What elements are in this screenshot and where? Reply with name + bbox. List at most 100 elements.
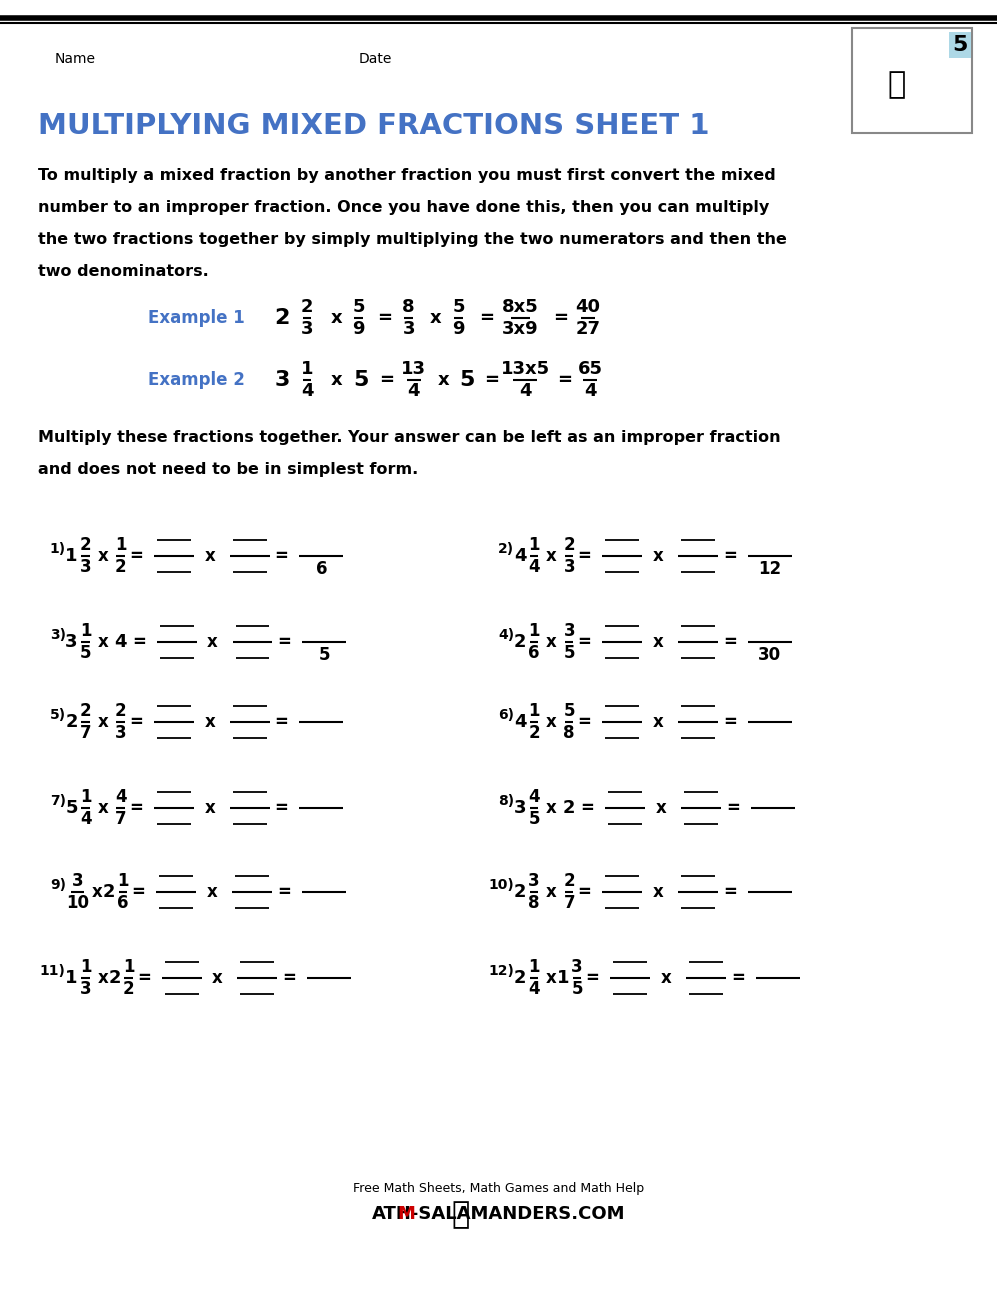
Text: 4: 4 [528,980,540,998]
Text: 1: 1 [528,703,540,719]
Text: =: = [277,633,291,651]
Text: x: x [653,547,664,565]
Text: x: x [92,883,103,901]
Text: Free Math Sheets, Math Games and Math Help: Free Math Sheets, Math Games and Math He… [353,1181,644,1194]
Text: 2: 2 [108,969,121,987]
Text: 5): 5) [50,708,66,722]
Text: 5: 5 [571,980,583,998]
Text: x: x [331,309,343,327]
Text: =: = [282,969,296,987]
Text: x: x [204,798,215,817]
Text: 4: 4 [115,788,127,806]
Text: 4: 4 [584,382,596,400]
Text: ATH-SALAMANDERS.COM: ATH-SALAMANDERS.COM [372,1205,625,1223]
Text: x: x [438,371,449,389]
Text: 5: 5 [353,298,365,316]
Text: number to an improper fraction. Once you have done this, then you can multiply: number to an improper fraction. Once you… [38,201,769,215]
Text: 3: 3 [563,622,575,641]
Text: 2: 2 [115,558,127,576]
Text: 11): 11) [40,964,66,978]
Text: 1: 1 [528,536,540,554]
Text: 10): 10) [489,879,514,892]
Text: =: = [723,883,737,901]
Text: 2: 2 [301,298,313,316]
Text: 2: 2 [103,883,115,901]
Text: x: x [653,633,664,651]
Text: =: = [723,633,737,651]
Text: 5: 5 [452,298,465,316]
Text: x: x [212,969,223,987]
Text: 13x5: 13x5 [501,360,550,378]
Text: Multiply these fractions together. Your answer can be left as an improper fracti: Multiply these fractions together. Your … [38,430,780,445]
Text: 27: 27 [576,320,601,338]
Text: =: = [275,713,288,731]
Text: 2: 2 [274,308,290,327]
Text: 7: 7 [80,725,91,741]
Text: MULTIPLYING MIXED FRACTIONS SHEET 1: MULTIPLYING MIXED FRACTIONS SHEET 1 [38,113,709,140]
Text: =: = [731,969,745,987]
Text: 4: 4 [514,547,526,565]
Text: =: = [129,713,143,731]
Text: =: = [379,371,394,389]
Text: 2: 2 [563,872,575,890]
Text: x: x [546,969,557,987]
Text: 1: 1 [557,969,569,987]
Text: 3: 3 [563,558,575,576]
Text: x: x [546,713,557,731]
Text: 4: 4 [80,810,91,828]
Text: =: = [377,309,392,327]
Text: =: = [578,633,591,651]
Text: x: x [546,547,557,565]
Text: =: = [723,547,737,565]
Text: 5: 5 [563,644,575,663]
Text: 9: 9 [353,320,365,338]
Text: x: x [97,633,108,651]
Text: 2: 2 [115,703,127,719]
Text: 2: 2 [123,980,134,998]
Text: =: = [132,633,146,651]
Text: 3: 3 [301,320,313,338]
Text: =: = [578,547,591,565]
Text: 2): 2) [498,542,514,556]
Text: Example 2: Example 2 [148,371,244,389]
Text: 2: 2 [514,883,526,901]
Text: 8: 8 [402,298,415,316]
Text: =: = [558,371,573,389]
Text: 1: 1 [80,788,91,806]
Text: =: = [275,798,288,817]
Text: 6: 6 [117,894,129,912]
Text: 6): 6) [498,708,514,722]
Text: Name: Name [55,52,96,66]
Text: 1): 1) [50,542,66,556]
Text: 🐆: 🐆 [451,1201,470,1229]
Text: 4: 4 [528,788,540,806]
Text: 13: 13 [401,360,426,378]
Text: 65: 65 [578,360,603,378]
Text: 40: 40 [576,298,601,316]
Text: 4: 4 [114,633,127,651]
Text: x: x [546,798,557,817]
Text: =: = [553,309,568,327]
Text: x: x [546,633,557,651]
Text: x: x [546,883,557,901]
Text: 3: 3 [402,320,415,338]
Text: x: x [204,547,215,565]
Text: =: = [129,798,143,817]
Text: =: = [585,969,599,987]
Text: 5: 5 [459,370,474,389]
Text: 9: 9 [452,320,465,338]
Text: 7): 7) [50,795,66,807]
Text: 1: 1 [65,547,78,565]
Text: 12: 12 [758,560,781,578]
Text: 3: 3 [80,980,91,998]
Text: 3: 3 [80,558,91,576]
Text: 5: 5 [80,644,91,663]
Text: 4: 4 [528,558,540,576]
Text: 2: 2 [563,536,575,554]
Text: 5: 5 [952,35,967,56]
Text: x: x [97,969,108,987]
Text: Example 1: Example 1 [148,309,244,327]
Text: 2: 2 [528,725,540,741]
Text: x: x [430,309,441,327]
Text: x: x [653,883,664,901]
